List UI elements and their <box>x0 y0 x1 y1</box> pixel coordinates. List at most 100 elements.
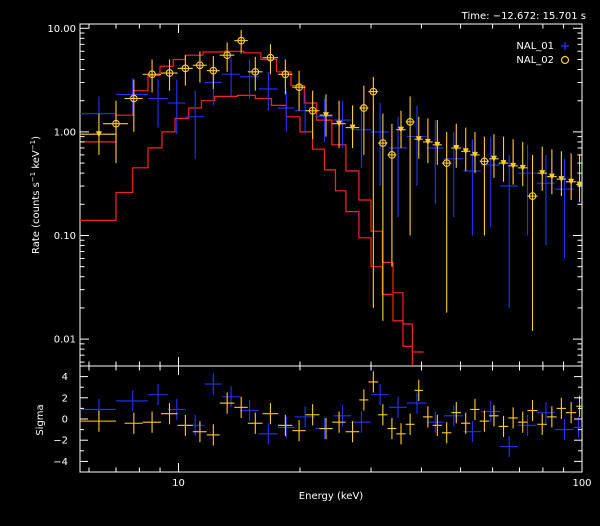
residual-point <box>387 417 397 440</box>
nal01-point <box>167 79 186 135</box>
residual-point <box>378 404 388 426</box>
residual-point <box>294 406 316 428</box>
residual-point <box>461 412 471 434</box>
nal02-point <box>192 51 207 83</box>
residual-point <box>565 402 577 424</box>
nal02-point <box>80 113 117 155</box>
residual-point <box>206 424 220 446</box>
residual-point <box>479 410 490 432</box>
residual-panel-frame <box>79 365 583 473</box>
nal01-point <box>221 57 240 97</box>
residual-point <box>441 422 452 444</box>
residual-point <box>319 417 333 440</box>
nal01-point <box>481 136 500 228</box>
y-axis-label-part-1: Rate (counts s <box>31 182 42 254</box>
residual-y-tick-label: 2 <box>62 393 68 404</box>
residual-point <box>116 390 148 412</box>
residual-point <box>192 421 207 443</box>
nal01-point <box>554 158 574 259</box>
legend: NAL_01 NAL_02 <box>516 41 570 66</box>
nal01-point <box>185 90 205 159</box>
nal02-point <box>359 85 369 155</box>
nal02-point <box>527 154 538 331</box>
nal01-point <box>80 96 117 137</box>
legend-label-nal01: NAL_01 <box>516 41 554 52</box>
nal02-point <box>565 153 577 201</box>
residual-point <box>351 411 372 433</box>
residual-point <box>443 405 464 427</box>
nal02-point <box>219 42 235 72</box>
residual-point <box>234 396 248 418</box>
nal02-point <box>461 127 471 171</box>
residual-data-series <box>80 371 582 458</box>
nal02-point <box>556 151 566 197</box>
residual-point <box>80 398 117 421</box>
residual-point <box>406 392 427 414</box>
nal02-point <box>422 118 433 164</box>
nal01-point <box>333 100 352 148</box>
residual-point <box>371 384 389 406</box>
nal02-point <box>396 110 406 148</box>
residual-point <box>556 397 566 419</box>
nal02-point <box>432 120 442 165</box>
residual-point <box>396 423 406 445</box>
residual-point <box>345 421 360 443</box>
residual-point <box>332 411 346 433</box>
nal02-point <box>305 90 320 140</box>
residual-y-tick-label: 4 <box>62 372 68 383</box>
nal02-point <box>124 79 143 132</box>
nal01-point <box>116 78 148 114</box>
time-range-label: Time: −12.672: 15.701 s <box>461 11 586 22</box>
residual-point <box>537 413 547 435</box>
nal01-point <box>517 144 537 236</box>
y-axis-label: Rate (counts s−1 keV−1) <box>29 136 42 254</box>
residual-point <box>481 400 500 423</box>
nal02-point <box>508 139 518 185</box>
nal02-point <box>378 113 388 321</box>
residual-point <box>124 412 143 434</box>
nal02-point <box>161 59 178 91</box>
residual-point <box>422 406 433 428</box>
residual-point <box>426 411 444 433</box>
residual-point <box>221 386 240 408</box>
nal01-point <box>147 79 168 128</box>
residual-point <box>258 423 278 445</box>
residual-point <box>517 414 537 436</box>
residual-point <box>262 403 279 425</box>
residual-y-tick-label: 0 <box>62 415 68 426</box>
residual-y-axis-label: Sigma <box>35 404 46 435</box>
residual-point <box>527 399 538 422</box>
nal02-point <box>451 123 462 168</box>
residual-point <box>576 395 582 417</box>
nal02-point <box>498 136 509 182</box>
residual-point <box>80 410 117 432</box>
residual-point <box>368 371 379 393</box>
y-axis-label-part-3: ) <box>31 136 42 140</box>
residual-point <box>239 399 259 422</box>
nal02-point <box>262 44 279 75</box>
nal02-point <box>368 76 379 308</box>
nal02-point <box>247 56 263 91</box>
nal02-point <box>414 116 423 159</box>
nal01-point <box>294 92 316 135</box>
y-tick-label: 0.10 <box>54 231 76 242</box>
residual-point <box>305 404 320 426</box>
residual-point <box>204 373 222 395</box>
residual-point <box>277 416 295 439</box>
residual-point <box>463 421 482 443</box>
residual-point <box>177 414 193 436</box>
nal02-point <box>292 70 306 111</box>
residual-point <box>432 414 442 436</box>
nal02-point <box>517 141 528 187</box>
legend-plus-marker <box>561 42 569 50</box>
residual-point <box>142 411 162 433</box>
nal02-point <box>206 56 220 89</box>
residual-point <box>278 414 293 436</box>
legend-label-nal02: NAL_02 <box>516 55 554 66</box>
y-tick-label: 0.01 <box>54 335 76 346</box>
nal02-point <box>546 149 557 195</box>
nal02-point <box>387 123 397 267</box>
main-data-series <box>80 30 582 331</box>
